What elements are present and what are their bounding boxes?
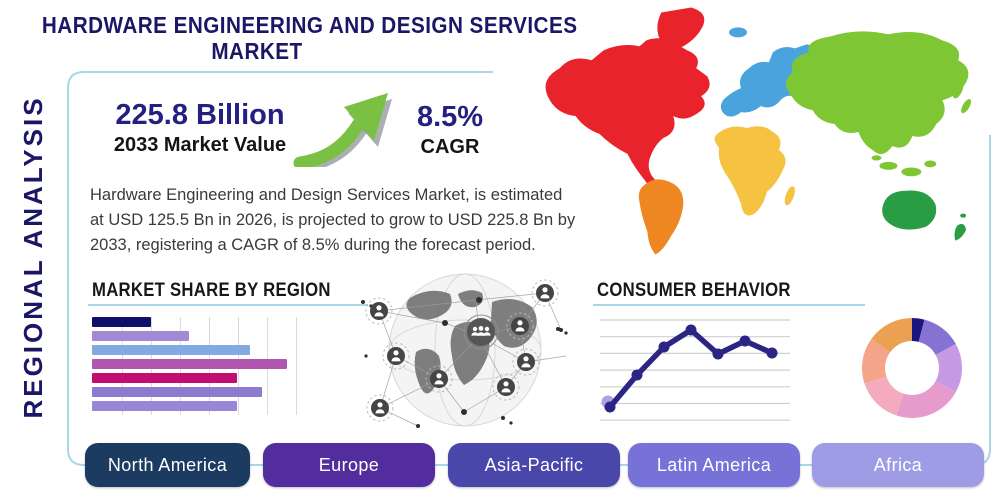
- side-label-regional-analysis: REGIONAL ANALYSIS: [18, 95, 48, 419]
- market-value-label: 2033 Market Value: [113, 134, 287, 156]
- map-australia: [882, 190, 967, 241]
- world-map: [545, 7, 972, 255]
- consumer-behavior-underline: [593, 304, 865, 306]
- description-line: 2033, registering a CAGR of 8.5% during …: [90, 236, 536, 254]
- market-share-section: MARKET SHARE BY REGION: [92, 280, 363, 302]
- globe-network-graphic: [361, 273, 568, 428]
- map-south-america: [638, 179, 684, 255]
- bar-chart-bar: [92, 317, 151, 327]
- region-button-label: Europe: [318, 454, 380, 475]
- donut-slice: [912, 318, 925, 342]
- donut-slice: [864, 376, 904, 416]
- bar-chart-gridline: [296, 317, 297, 415]
- market-share-underline: [88, 304, 368, 306]
- donut-slice: [862, 338, 891, 384]
- line-chart: [600, 319, 790, 421]
- description-line: at USD 125.5 Bn in 2026, is projected to…: [90, 211, 576, 229]
- market-value-stat: 225.8 Billion 2033 Market Value: [85, 99, 315, 157]
- bar-chart-bar: [92, 373, 237, 383]
- region-button-asia-pacific[interactable]: Asia-Pacific: [448, 443, 620, 487]
- donut-slice: [896, 381, 956, 418]
- region-button-label: Latin America: [656, 454, 772, 475]
- bar-chart-bar: [92, 345, 250, 355]
- donut-slice: [918, 319, 956, 355]
- market-description: Hardware Engineering and Design Services…: [90, 183, 610, 258]
- donut-slice: [935, 343, 962, 393]
- region-button-label: North America: [107, 454, 228, 475]
- cagr-number: 8.5%: [416, 101, 484, 133]
- map-north-america: [545, 7, 710, 193]
- consumer-behavior-heading: CONSUMER BEHAVIOR: [597, 280, 791, 301]
- bar-chart-bar: [92, 331, 189, 341]
- bar-chart: [92, 317, 307, 416]
- region-button-label: Asia-Pacific: [484, 454, 584, 475]
- page-title-line2: MARKET: [211, 37, 303, 64]
- map-asia: [785, 31, 972, 177]
- cagr-stat: 8.5% CAGR: [395, 101, 505, 159]
- bar-chart-bar: [92, 359, 288, 369]
- bar-chart-bar: [92, 387, 263, 397]
- consumer-behavior-section: CONSUMER BEHAVIOR: [597, 280, 817, 302]
- map-africa: [714, 126, 795, 216]
- market-value-number: 225.8 Billion: [115, 99, 285, 131]
- bar-chart-bar: [92, 401, 237, 411]
- market-share-heading: MARKET SHARE BY REGION: [92, 280, 331, 301]
- region-button-latin-america[interactable]: Latin America: [628, 443, 800, 487]
- donut-slice: [871, 318, 912, 353]
- region-button-label: Africa: [873, 454, 923, 475]
- cagr-label: CAGR: [420, 136, 480, 158]
- growth-arrow-icon: [293, 93, 392, 167]
- region-button-europe[interactable]: Europe: [263, 443, 435, 487]
- region-button-africa[interactable]: Africa: [812, 443, 984, 487]
- description-line: Hardware Engineering and Design Services…: [90, 186, 563, 204]
- people-group-icon: [463, 314, 499, 350]
- page-title-line1: HARDWARE ENGINEERING AND DESIGN SERVICES: [41, 12, 578, 38]
- page-title: HARDWARE ENGINEERING AND DESIGN SERVICES…: [18, 12, 578, 65]
- donut-chart: [862, 318, 962, 418]
- region-button-north-america[interactable]: North America: [85, 443, 250, 487]
